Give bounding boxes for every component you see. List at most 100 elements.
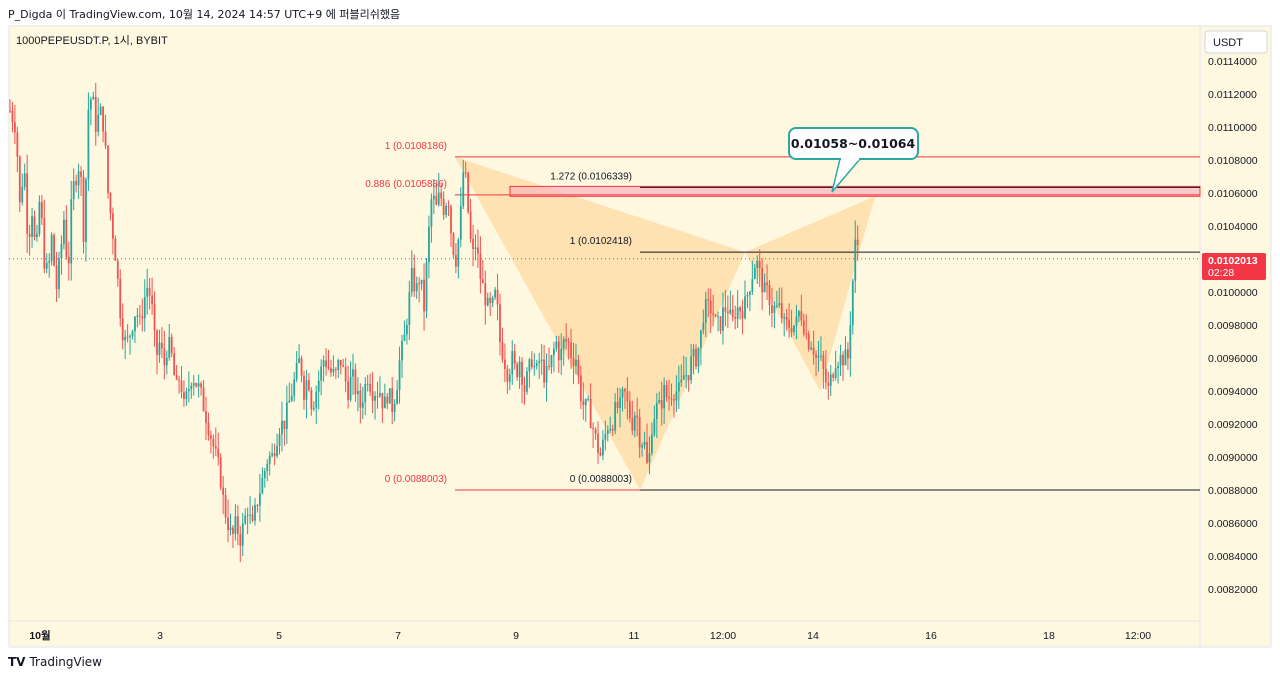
candle-body: [190, 385, 193, 390]
candle-body: [778, 303, 781, 306]
candle-body: [293, 379, 296, 396]
time-tick-label: 16: [925, 630, 937, 642]
candle-body: [364, 384, 367, 403]
candle-body: [516, 363, 519, 378]
candle-body: [23, 173, 26, 187]
candle-body: [712, 313, 715, 315]
candle-body: [707, 299, 710, 301]
candle-body: [156, 330, 158, 356]
candle-body: [523, 384, 526, 392]
time-tick-label: 12:00: [1125, 630, 1151, 642]
candle-body: [636, 415, 639, 418]
candle-body: [474, 247, 477, 249]
candle-body: [739, 307, 741, 312]
candle-body: [99, 106, 102, 115]
candle-body: [437, 192, 440, 205]
candle-body: [506, 368, 509, 382]
candle-body: [638, 417, 641, 448]
candle-body: [285, 402, 288, 429]
price-tick-label: 0.0114000: [1208, 56, 1257, 68]
candle-body: [138, 315, 141, 317]
candle-body: [467, 172, 470, 212]
candle-body: [548, 365, 550, 367]
candle-body: [28, 233, 31, 237]
candle-body: [587, 398, 590, 400]
last-price-value: 0.0102013: [1208, 255, 1258, 267]
price-tick-label: 0.0108000: [1208, 155, 1258, 167]
candle-body: [178, 379, 180, 381]
candle-body: [856, 239, 859, 246]
candle-body: [489, 297, 492, 303]
candle-body: [320, 366, 323, 381]
candle-body: [82, 176, 85, 242]
candle-body: [643, 441, 646, 446]
candle-body: [239, 533, 242, 546]
candle-body: [780, 303, 783, 319]
candle-body: [844, 349, 847, 366]
candle-body: [854, 239, 857, 281]
time-tick-label: 11: [629, 630, 640, 642]
candle-body: [775, 305, 778, 307]
candle-body: [687, 375, 690, 381]
time-tick-label: 12:00: [710, 630, 736, 642]
candle-body: [670, 398, 673, 400]
candle-body: [697, 347, 700, 367]
candle-body: [80, 171, 82, 177]
candle-body: [829, 374, 832, 386]
candle-body: [305, 380, 308, 400]
candle-body: [430, 199, 433, 227]
candle-body: [624, 388, 626, 392]
candle-body: [131, 331, 134, 336]
candle-body: [435, 195, 438, 205]
candle-body: [398, 360, 401, 390]
candle-body: [256, 504, 259, 506]
candle-body: [298, 358, 300, 363]
price-tick-label: 0.0092000: [1208, 419, 1258, 431]
candle-body: [136, 315, 139, 317]
candle-body: [729, 309, 732, 314]
candle-body: [9, 110, 11, 112]
candle-body: [391, 388, 394, 413]
candle-body: [562, 338, 565, 349]
candle-body: [104, 131, 107, 147]
candle-body: [597, 433, 599, 453]
candle-body: [462, 172, 465, 207]
candle-body: [381, 393, 384, 409]
candle-body: [165, 357, 168, 366]
candle-body: [393, 404, 396, 413]
candle-body: [530, 359, 533, 368]
candle-body: [692, 348, 695, 357]
candle-body: [153, 304, 156, 331]
candle-body: [278, 434, 281, 446]
candle-body: [197, 383, 200, 387]
callout-text: 0.01058~0.01064: [791, 136, 916, 151]
price-tick-label: 0.0106000: [1208, 188, 1258, 200]
candle-body: [817, 356, 820, 358]
candle-body: [357, 390, 359, 395]
candle-body: [543, 359, 545, 383]
candle-body: [413, 267, 416, 292]
candle-body: [798, 311, 800, 317]
candle-body: [210, 435, 212, 440]
candle-body: [126, 336, 129, 338]
price-tick-label: 0.0090000: [1208, 452, 1258, 464]
candle-body: [222, 487, 225, 496]
candle-body: [675, 391, 678, 401]
candle-body: [633, 415, 636, 431]
time-tick-label: 14: [807, 630, 819, 642]
footer[interactable]: 𝗧𝗩 TradingView: [8, 655, 102, 669]
candle-body: [322, 360, 325, 367]
candle-body: [361, 402, 364, 408]
currency-label: USDT: [1213, 37, 1243, 49]
candle-body: [232, 527, 234, 534]
candle-body: [342, 365, 345, 367]
time-tick-label: 18: [1043, 630, 1055, 642]
candle-body: [653, 419, 656, 435]
candle-body: [619, 397, 621, 408]
candle-body: [119, 278, 122, 319]
candle-body: [379, 393, 381, 397]
candle-body: [271, 453, 274, 456]
currency-box[interactable]: [1204, 30, 1268, 54]
fib-level-label: 0.886 (0.0105886): [365, 179, 447, 190]
